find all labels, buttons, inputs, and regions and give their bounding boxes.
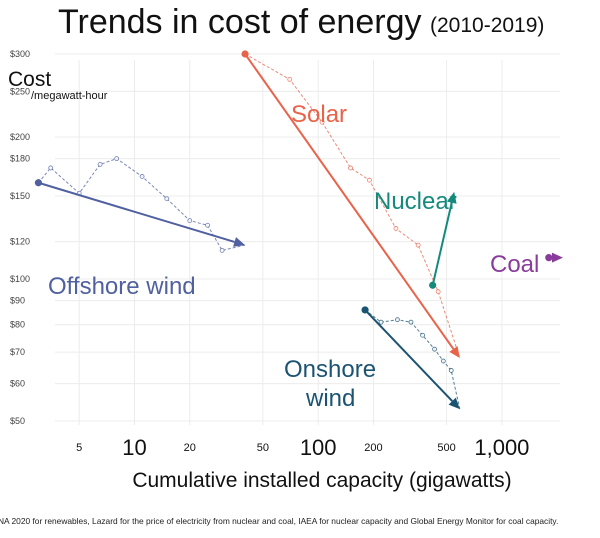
history-point: [393, 226, 399, 231]
history-point: [420, 332, 425, 338]
y-tick-label: $50: [10, 416, 25, 426]
source-note: NA 2020 for renewables, Lazard for the p…: [0, 516, 558, 526]
history-point: [366, 177, 372, 183]
history-point: [395, 317, 400, 323]
x-tick-label: 200: [364, 442, 382, 454]
series-label: Onshore wind: [284, 356, 376, 412]
y-tick-label: $60: [10, 379, 25, 389]
arrow-head: [233, 237, 246, 247]
history-lines: [38, 53, 461, 410]
history-point: [348, 165, 353, 171]
x-tick-label: 10: [122, 435, 146, 460]
chart-subtitle: (2010-2019): [430, 14, 544, 37]
y-axis-ticks: $50 $60 $70 $80 $90 $100 $120 $150 $180 $200 $250 $…: [10, 49, 30, 426]
y-tick-label: $90: [10, 296, 25, 306]
trend-line: [244, 53, 455, 350]
y-tick-label: $150: [10, 191, 30, 201]
y-tick-label: $200: [10, 132, 30, 142]
history-point: [432, 346, 437, 352]
arrow-head: [551, 252, 563, 263]
history-point: [287, 77, 293, 82]
x-tick-label: 5: [76, 442, 82, 454]
trend-line: [431, 202, 453, 286]
chart-title: Trends in cost of energy: [58, 3, 421, 41]
history-point: [114, 156, 120, 162]
x-tick-label: 500: [437, 442, 455, 454]
y-axis-label: Cost: [8, 68, 51, 91]
x-tick-label: 1,000: [474, 435, 529, 460]
y-tick-label: $120: [10, 237, 30, 247]
history-point: [139, 174, 145, 179]
trend-line: [38, 181, 235, 243]
x-axis-label: Cumulative installed capacity (gigawatts…: [132, 469, 511, 492]
history-point: [219, 247, 225, 253]
series-label: Solar: [291, 101, 347, 128]
history-point: [48, 165, 54, 171]
history-point: [164, 196, 170, 202]
y-tick-label: $70: [10, 347, 25, 357]
series-label: Offshore wind: [48, 273, 196, 300]
grid: [55, 53, 560, 425]
x-tick-label: 20: [184, 442, 196, 454]
y-axis-unit: /megawatt-hour: [31, 90, 108, 102]
x-tick-label: 50: [257, 442, 269, 454]
x-axis-ticks: 5 10 20 50 100 200 500 1,000: [76, 435, 529, 460]
trend-arrows: [34, 50, 563, 410]
arrow-head: [449, 346, 460, 359]
y-tick-label: $180: [10, 154, 30, 164]
history-point: [448, 368, 454, 373]
series-label: Coal: [490, 251, 539, 278]
history-point: [97, 162, 103, 167]
x-tick-label: 100: [300, 435, 337, 460]
arrow-head: [446, 191, 457, 204]
y-tick-label: $80: [10, 320, 25, 330]
history-point: [435, 289, 441, 295]
series-labels: Solar Nuclear Coal Offshore wind Onshore wind: [48, 101, 539, 412]
history-point: [378, 319, 384, 325]
y-tick-label: $250: [10, 86, 30, 96]
y-tick-label: $100: [10, 274, 30, 284]
series-label: Nuclear: [374, 188, 457, 215]
arrow-head: [448, 397, 460, 410]
history-point: [408, 319, 414, 325]
history-point: [187, 218, 193, 224]
history-point: [415, 242, 421, 248]
history-point: [440, 358, 446, 364]
trend-line: [364, 309, 453, 402]
history-point: [205, 222, 210, 228]
history-point: [319, 119, 325, 125]
y-tick-label: $300: [10, 49, 30, 59]
